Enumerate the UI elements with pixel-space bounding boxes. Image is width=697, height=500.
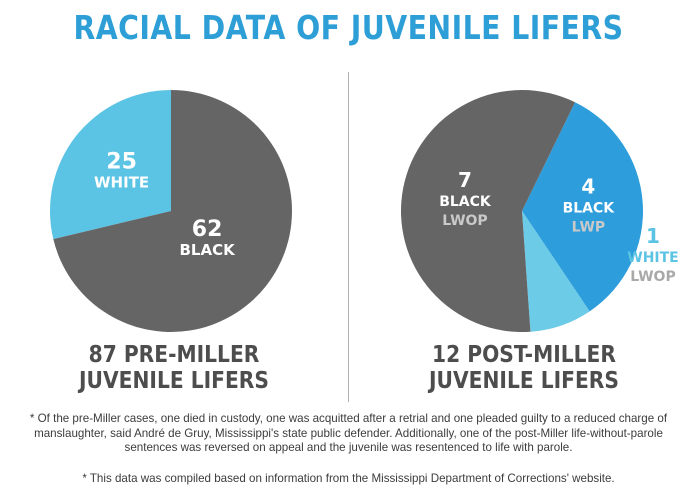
footnote-1-line3: sentences was reversed on appeal and the… — [124, 441, 573, 454]
category-label-post-black-lwop: BLACK — [439, 194, 492, 210]
pie-post-miller: 4 BLACK LWP 1 WHITE LWOP 7 BLACK LWOP — [401, 90, 679, 332]
caption-pre-miller-line2: JUVENILE LIFERS — [79, 368, 269, 394]
caption-pre-miller: 87 PRE-MILLER JUVENILE LIFERS — [42, 342, 306, 394]
sub-label-post-black-lwop: LWOP — [442, 213, 487, 229]
chart-title: RACIAL DATA OF JUVENILE LIFERS — [73, 8, 624, 47]
sub-label-post-white-lwop: LWOP — [630, 269, 675, 285]
center-divider — [348, 72, 349, 402]
category-label-pre-black: BLACK — [179, 241, 236, 259]
footnote-1-line1: * Of the pre-Miller cases, one died in c… — [29, 412, 668, 425]
slice-pre-black — [53, 90, 293, 332]
footnote-2: * This data was compiled based on inform… — [82, 472, 615, 485]
sub-label-post-black-lwp: LWP — [572, 219, 606, 235]
value-label-pre-white: 25 — [106, 150, 137, 175]
caption-post-miller: 12 POST-MILLER JUVENILE LIFERS — [392, 342, 656, 394]
caption-pre-miller-line1: 87 PRE-MILLER — [88, 342, 260, 368]
value-label-post-white-lwop: 1 — [646, 224, 660, 248]
slice-post-black-lwp — [522, 102, 643, 312]
value-label-post-black-lwp: 4 — [581, 174, 595, 198]
value-label-pre-black: 62 — [192, 217, 223, 242]
category-label-pre-white: WHITE — [94, 174, 149, 192]
caption-post-miller-line2: JUVENILE LIFERS — [429, 368, 619, 394]
category-label-post-white-lwop: WHITE — [627, 250, 678, 266]
footnote-1: * Of the pre-Miller cases, one died in c… — [20, 412, 677, 456]
category-label-post-black-lwp: BLACK — [563, 200, 616, 216]
value-label-post-black-lwop: 7 — [458, 168, 472, 192]
slice-pre-white — [49, 90, 172, 240]
slice-post-white-lwop — [522, 211, 590, 332]
slice-post-black-lwop — [401, 90, 576, 332]
footnote-1-line2: manslaughter, said André de Gruy, Missis… — [34, 426, 663, 440]
pie-pre-miller: 25 WHITE 62 BLACK — [49, 90, 293, 332]
caption-post-miller-line1: 12 POST-MILLER — [432, 342, 616, 368]
